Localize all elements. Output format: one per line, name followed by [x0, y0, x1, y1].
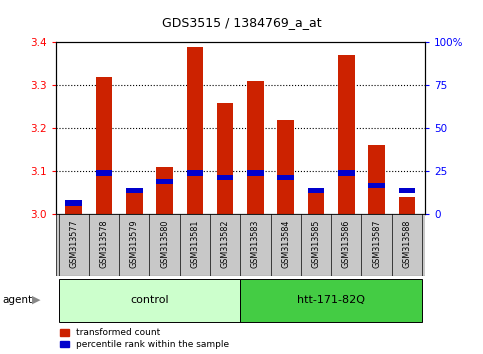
Legend: transformed count, percentile rank within the sample: transformed count, percentile rank withi…	[60, 329, 229, 349]
Bar	[217, 103, 233, 214]
Text: control: control	[130, 295, 169, 305]
Bar	[156, 179, 173, 184]
Bar	[308, 188, 325, 193]
Bar	[186, 170, 203, 176]
Bar	[308, 193, 325, 214]
Bar	[217, 175, 233, 180]
Bar	[247, 81, 264, 214]
Text: GSM313588: GSM313588	[402, 219, 412, 268]
Bar	[277, 175, 294, 180]
Bar	[156, 167, 173, 214]
Text: GSM313579: GSM313579	[130, 219, 139, 268]
Text: GSM313577: GSM313577	[69, 219, 78, 268]
Bar	[96, 77, 113, 214]
Bar	[398, 188, 415, 193]
Bar	[368, 183, 385, 188]
Text: GDS3515 / 1384769_a_at: GDS3515 / 1384769_a_at	[162, 16, 321, 29]
Bar	[247, 170, 264, 176]
Text: ▶: ▶	[32, 295, 41, 305]
Bar	[368, 145, 385, 214]
Text: GSM313582: GSM313582	[221, 219, 229, 268]
Bar	[338, 170, 355, 176]
Bar	[65, 200, 82, 206]
Text: GSM313587: GSM313587	[372, 219, 381, 268]
Text: agent: agent	[2, 295, 32, 305]
Bar	[126, 188, 142, 193]
FancyBboxPatch shape	[58, 279, 241, 321]
Text: GSM313581: GSM313581	[190, 219, 199, 268]
Bar	[338, 55, 355, 214]
Bar	[126, 188, 142, 214]
Text: GSM313584: GSM313584	[281, 219, 290, 268]
Bar	[65, 206, 82, 214]
Bar	[277, 120, 294, 214]
Bar	[186, 47, 203, 214]
Text: GSM313585: GSM313585	[312, 219, 321, 268]
Bar	[96, 170, 113, 176]
Text: GSM313586: GSM313586	[342, 219, 351, 268]
Text: GSM313580: GSM313580	[160, 219, 169, 268]
Text: htt-171-82Q: htt-171-82Q	[297, 295, 365, 305]
Text: GSM313578: GSM313578	[99, 219, 109, 268]
FancyBboxPatch shape	[56, 214, 425, 276]
Text: GSM313583: GSM313583	[251, 219, 260, 268]
Bar	[398, 197, 415, 214]
FancyBboxPatch shape	[241, 279, 422, 321]
